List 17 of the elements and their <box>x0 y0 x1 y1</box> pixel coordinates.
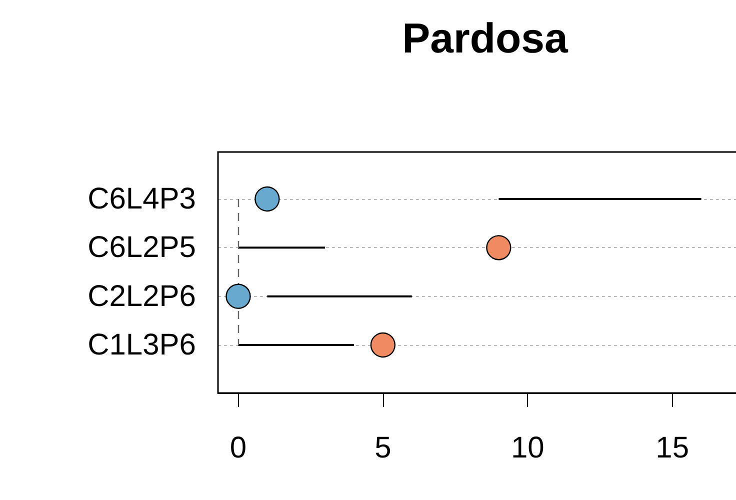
y-tick-label: C2L2P6 <box>88 280 196 313</box>
point <box>486 235 512 260</box>
x-tick-label: 10 <box>510 432 544 464</box>
bar <box>498 198 702 200</box>
chart-title: Pardosa <box>402 14 569 62</box>
bar <box>267 295 412 298</box>
y-tick-label: C6L2P5 <box>88 231 196 264</box>
y-tick-label: C6L4P3 <box>88 182 196 216</box>
x-tick-label: 15 <box>656 432 690 464</box>
point <box>226 284 251 309</box>
point <box>254 186 280 212</box>
y-tick-label: C1L3P6 <box>88 328 196 362</box>
x-tick-label: 5 <box>374 432 392 464</box>
x-tick-label: 0 <box>230 432 247 464</box>
point <box>370 332 396 358</box>
bar <box>238 246 326 249</box>
bar <box>238 344 354 346</box>
